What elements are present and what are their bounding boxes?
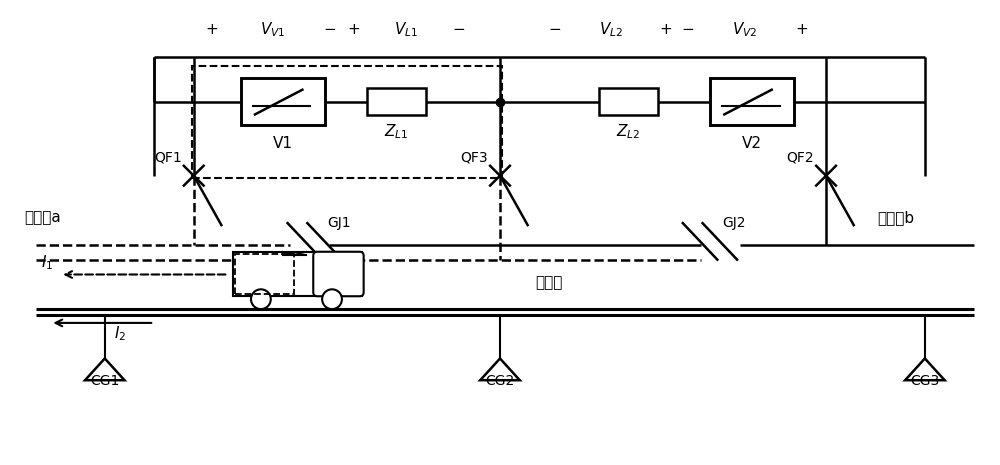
- Bar: [241, 78, 325, 125]
- Bar: [710, 78, 794, 125]
- Text: −: −: [681, 22, 694, 37]
- Text: 供电臂a: 供电臂a: [24, 210, 61, 225]
- Text: +: +: [205, 22, 218, 37]
- Text: $Z_{L2}$: $Z_{L2}$: [616, 122, 641, 140]
- Text: CG2: CG2: [485, 374, 515, 388]
- Circle shape: [322, 289, 342, 309]
- Text: $I_2$: $I_2$: [114, 325, 126, 343]
- Text: QF3: QF3: [461, 151, 488, 165]
- Text: CG1: CG1: [90, 374, 119, 388]
- Text: GJ1: GJ1: [327, 216, 351, 230]
- Text: V1: V1: [273, 136, 293, 151]
- Text: $V_{L2}$: $V_{L2}$: [599, 20, 623, 39]
- Bar: [599, 88, 658, 115]
- Text: $I_1$: $I_1$: [41, 253, 54, 272]
- Text: QF1: QF1: [154, 151, 182, 165]
- Text: $V_{V2}$: $V_{V2}$: [732, 20, 758, 39]
- Text: V2: V2: [742, 136, 762, 151]
- Text: −: −: [548, 22, 561, 37]
- Bar: [192, 66, 502, 178]
- Bar: [233, 252, 362, 296]
- FancyBboxPatch shape: [313, 252, 364, 296]
- Text: $V_{L1}$: $V_{L1}$: [394, 20, 418, 39]
- Text: CG3: CG3: [910, 374, 939, 388]
- Text: 中性区: 中性区: [536, 275, 563, 290]
- Text: $Z_{L1}$: $Z_{L1}$: [384, 122, 408, 140]
- Bar: [367, 88, 426, 115]
- Text: GJ2: GJ2: [722, 216, 746, 230]
- Text: QF2: QF2: [787, 151, 814, 165]
- Circle shape: [251, 289, 271, 309]
- Text: 供电臂b: 供电臂b: [877, 210, 915, 225]
- Text: +: +: [660, 22, 672, 37]
- Bar: [235, 254, 294, 294]
- Text: +: +: [347, 22, 360, 37]
- Text: +: +: [795, 22, 808, 37]
- Text: $V_{V1}$: $V_{V1}$: [260, 20, 285, 39]
- Text: −: −: [452, 22, 465, 37]
- Text: −: −: [324, 22, 336, 37]
